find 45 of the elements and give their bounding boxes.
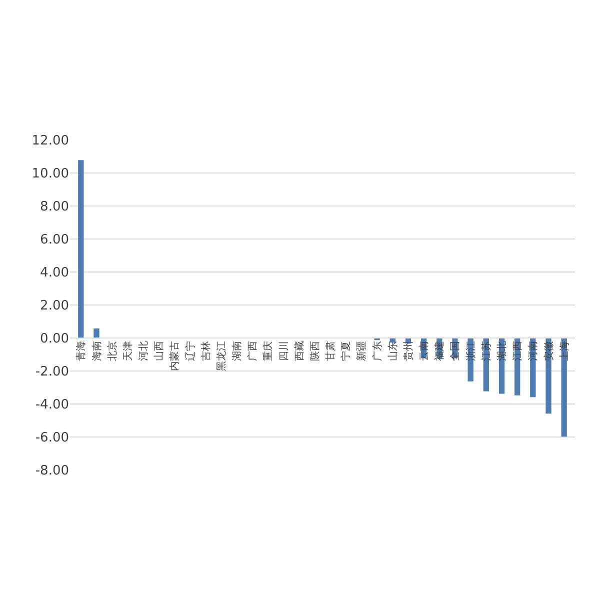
x-tick-label: 天津	[122, 341, 134, 361]
x-tick-label: 北京	[106, 341, 118, 361]
y-tick-label: 0.00	[40, 332, 69, 347]
x-tick-label: 西藏	[293, 341, 306, 361]
x-tick-label: 黑龙江	[215, 341, 228, 371]
x-tick-label: 上海	[558, 341, 570, 361]
x-tick-label: 四川	[278, 341, 290, 361]
y-tick-label: -4.00	[35, 398, 69, 413]
y-tick-label: 8.00	[40, 200, 69, 215]
x-tick-label: 安徽	[542, 341, 555, 361]
x-tick-label: 陕西	[308, 341, 321, 361]
x-tick-label: 江西	[512, 341, 524, 361]
y-tick-label: 2.00	[40, 298, 69, 314]
x-tick-label: 全国	[449, 341, 462, 361]
x-tick-label: 山东	[386, 341, 399, 361]
x-tick-label: 青海	[75, 341, 88, 361]
y-tick-label: 4.00	[40, 266, 69, 281]
x-tick-label: 广西	[246, 341, 259, 361]
x-tick-label: 内蒙古	[168, 341, 181, 371]
x-tick-label: 吉林	[200, 341, 212, 361]
y-tick-label: -2.00	[35, 364, 69, 380]
x-tick-label: 湖南	[231, 341, 244, 361]
x-tick-label: 海南	[90, 341, 103, 361]
x-tick-label: 贵州	[402, 341, 414, 361]
bar	[78, 160, 84, 338]
y-tick-label: 6.00	[40, 232, 69, 248]
x-tick-label: 新疆	[356, 341, 368, 361]
x-tick-label: 辽宁	[184, 341, 196, 361]
x-tick-label: 云南	[418, 341, 430, 361]
y-tick-label: -8.00	[35, 464, 69, 479]
x-tick-label: 重庆	[262, 341, 274, 361]
x-tick-label: 湖北	[496, 341, 508, 361]
x-tick-label: 江苏	[480, 341, 492, 361]
x-tick-label: 广东	[371, 341, 384, 361]
x-tick-label: 宁夏	[340, 341, 352, 361]
x-tick-label: 浙江	[464, 341, 477, 361]
bar	[94, 328, 100, 338]
x-tick-label: 福建	[434, 341, 446, 361]
x-tick-label: 河北	[138, 341, 150, 361]
x-tick-label: 河南	[527, 341, 540, 361]
x-tick-label: 山西	[153, 341, 166, 361]
y-tick-label: 12.00	[32, 134, 69, 149]
x-tick-label: 甘肃	[324, 341, 337, 361]
y-tick-label: 10.00	[32, 166, 69, 182]
y-tick-label: -6.00	[35, 430, 69, 446]
